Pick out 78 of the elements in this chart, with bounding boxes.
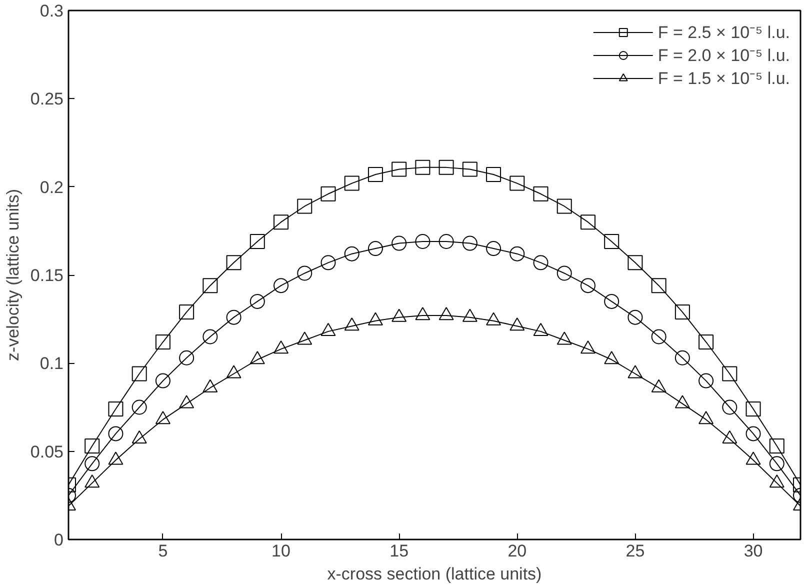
point	[132, 400, 147, 415]
legend-label: F = 2.5 × 10⁻⁵ l.u.	[658, 22, 790, 43]
point	[746, 402, 761, 417]
point	[580, 214, 596, 230]
point	[226, 310, 242, 325]
x-tick-label: 10	[272, 542, 290, 560]
point	[698, 373, 714, 388]
point	[274, 278, 289, 294]
point	[179, 304, 194, 320]
point	[533, 186, 548, 202]
point	[628, 255, 643, 270]
point	[486, 241, 502, 256]
point	[510, 246, 525, 262]
point	[202, 329, 218, 344]
point	[250, 294, 265, 309]
point	[344, 246, 360, 262]
point	[297, 266, 312, 281]
point	[320, 186, 336, 202]
legend-label: F = 2.0 × 10⁻⁵ l.u.	[658, 45, 790, 66]
point	[392, 236, 407, 251]
point	[604, 294, 620, 309]
point	[628, 310, 643, 325]
point	[580, 278, 596, 294]
point	[556, 198, 572, 214]
x-tick-label: 5	[158, 542, 168, 560]
point	[415, 234, 430, 249]
point	[368, 241, 383, 256]
point	[415, 160, 430, 175]
point	[250, 234, 265, 249]
point	[84, 438, 100, 454]
point	[84, 456, 100, 472]
point	[320, 255, 336, 270]
point	[155, 334, 170, 350]
point	[179, 350, 194, 366]
point	[438, 234, 454, 249]
point	[392, 162, 407, 177]
point	[155, 373, 170, 388]
x-tick-label: 30	[744, 542, 763, 560]
point	[698, 334, 714, 350]
point	[510, 176, 525, 191]
point	[674, 304, 690, 320]
y-tick-label: 0.1	[40, 354, 64, 374]
point	[533, 255, 548, 270]
point	[108, 402, 124, 417]
legend-label: F = 1.5 × 10⁻⁵ l.u.	[658, 68, 790, 89]
point	[674, 350, 690, 366]
point	[462, 236, 478, 251]
y-axis-title: z-velocity (lattice units)	[3, 189, 22, 361]
point	[368, 166, 383, 182]
point	[651, 329, 666, 344]
x-tick-label: 15	[390, 542, 409, 560]
point	[202, 278, 218, 294]
x-axis-title: x-cross section (lattice units)	[327, 564, 542, 584]
point	[344, 176, 360, 191]
point	[769, 438, 784, 454]
point	[722, 366, 738, 382]
point	[297, 198, 312, 214]
y-tick-label: 0.3	[40, 2, 64, 20]
point	[769, 456, 784, 472]
y-tick-label: 0.25	[30, 90, 64, 109]
point	[486, 166, 502, 182]
y-tick-label: 0.05	[30, 442, 64, 462]
point	[746, 426, 761, 442]
x-tick-label: 20	[508, 542, 527, 560]
y-tick-label: 0	[54, 530, 64, 550]
point	[108, 426, 124, 442]
y-tick-label: 0.2	[40, 178, 64, 197]
point	[556, 266, 572, 281]
point	[462, 162, 478, 177]
point	[722, 400, 738, 415]
x-tick-label: 25	[626, 542, 645, 560]
point	[604, 234, 620, 249]
point	[651, 278, 666, 294]
point	[274, 214, 289, 230]
point	[438, 160, 454, 175]
y-tick-label: 0.15	[30, 266, 64, 285]
point	[132, 366, 147, 382]
point	[226, 255, 242, 270]
